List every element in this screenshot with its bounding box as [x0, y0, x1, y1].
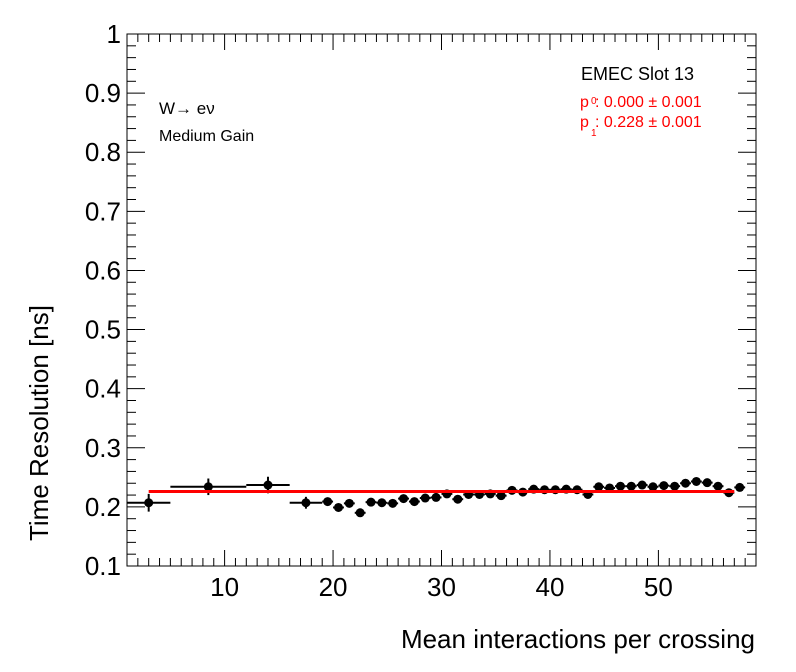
- data-point: [263, 480, 273, 490]
- y-tick-label: 0.7: [85, 196, 121, 226]
- data-point: [681, 478, 691, 488]
- data-point: [144, 498, 154, 508]
- data-point: [702, 478, 712, 488]
- data-point: [659, 481, 669, 491]
- data-point: [496, 491, 506, 501]
- data-point: [399, 494, 409, 504]
- data-point: [713, 481, 723, 491]
- process-label: W→ eν: [159, 99, 215, 118]
- data-point: [691, 476, 701, 486]
- data-point: [409, 497, 419, 507]
- data-point: [670, 481, 680, 491]
- y-axis-label-text: Time Resolution [ns]: [24, 305, 54, 541]
- data-point: [648, 482, 658, 492]
- x-tick-label: 30: [427, 572, 456, 602]
- fit-params: p 0 : 0.000 ± 0.001 p 1 : 0.228 ± 0.001: [580, 94, 702, 139]
- y-tick-label: 0.4: [85, 374, 121, 404]
- data-point: [388, 498, 398, 508]
- y-tick-label: 0.3: [85, 433, 121, 463]
- data-point: [377, 498, 387, 508]
- p0-label: p: [580, 94, 589, 111]
- y-tick-label: 0.5: [85, 315, 121, 345]
- data-point: [431, 492, 441, 502]
- p1-sub: 1: [591, 128, 597, 139]
- data-point: [355, 508, 365, 518]
- x-tick-label: 10: [210, 572, 239, 602]
- slot-label: EMEC Slot 13: [581, 64, 694, 84]
- data-point: [323, 497, 333, 507]
- y-tick-label: 0.6: [85, 255, 121, 285]
- x-tick-label: 40: [535, 572, 564, 602]
- p1-value: : 0.228 ± 0.001: [595, 114, 702, 131]
- data-point: [344, 498, 354, 508]
- p1-label: p: [580, 114, 589, 131]
- y-tick-label: 0.1: [85, 551, 121, 581]
- p0-value: : 0.000 ± 0.001: [595, 94, 702, 111]
- data-point: [420, 493, 430, 503]
- y-tick-label: 1: [107, 19, 121, 49]
- gain-label: Medium Gain: [159, 128, 254, 145]
- data-point: [615, 481, 625, 491]
- data-point: [301, 498, 311, 508]
- data-point: [735, 482, 745, 492]
- y-axis-label: Time Resolution [ns]: [24, 305, 54, 541]
- data-point: [626, 481, 636, 491]
- data-point: [366, 497, 376, 507]
- x-axis-label: Mean interactions per crossing: [401, 624, 755, 654]
- x-tick-label: 20: [319, 572, 348, 602]
- p0-sub: 0: [591, 96, 597, 107]
- data-point: [333, 502, 343, 512]
- y-tick-label: 0.2: [85, 492, 121, 522]
- data-point: [594, 482, 604, 492]
- y-tick-label: 0.8: [85, 137, 121, 167]
- x-tick-label: 50: [644, 572, 673, 602]
- data-point: [203, 482, 213, 492]
- data-point: [453, 494, 463, 504]
- data-point: [637, 480, 647, 490]
- y-tick-label: 0.9: [85, 78, 121, 108]
